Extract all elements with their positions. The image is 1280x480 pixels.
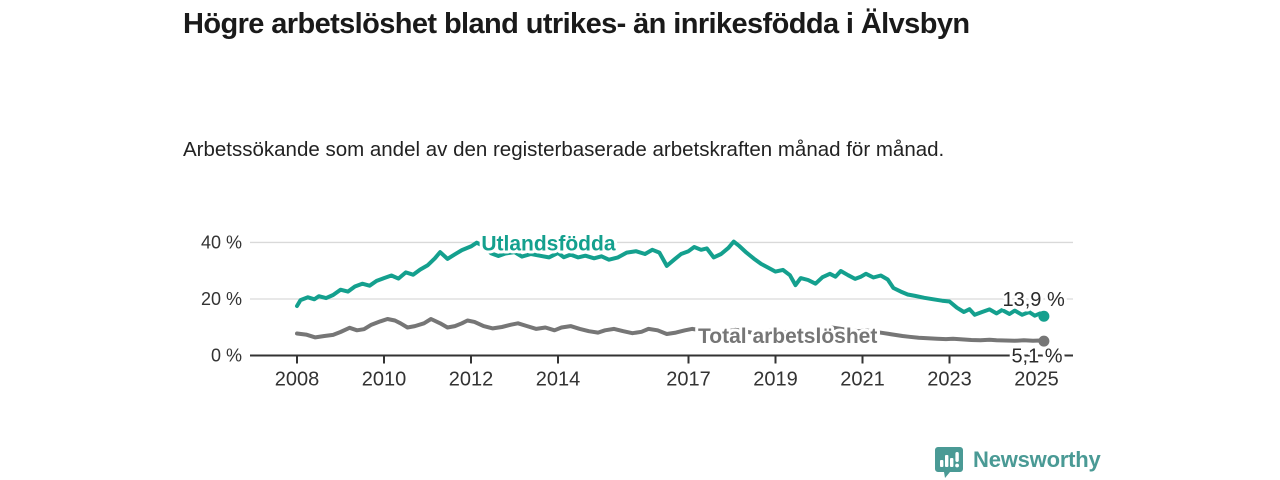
series-line-total bbox=[295, 317, 1046, 344]
x-tick-label: 2023 bbox=[927, 369, 972, 391]
x-tick-label: 2025 bbox=[1014, 369, 1059, 391]
newsworthy-logo: Newsworthy bbox=[934, 446, 1101, 480]
chart-subtitle: Arbetssökande som andel av den registerb… bbox=[183, 138, 945, 161]
x-tick-label: 2012 bbox=[449, 369, 494, 391]
end-value-label: 5,1 % bbox=[1011, 345, 1062, 367]
x-tick-label: 2017 bbox=[666, 369, 711, 391]
series-label: Total arbetslöshet bbox=[698, 325, 877, 348]
series-end-dot bbox=[1038, 335, 1050, 347]
series-line-utlandsfodda bbox=[295, 239, 1046, 319]
x-tick-label: 2014 bbox=[536, 369, 581, 391]
x-tick-label: 2008 bbox=[275, 369, 320, 391]
x-tick-label: 2021 bbox=[840, 369, 885, 391]
series-label: Utlandsfödda bbox=[481, 233, 615, 256]
y-tick-label: 20 % bbox=[201, 289, 242, 309]
newsworthy-logo-text: Newsworthy bbox=[973, 447, 1101, 472]
y-tick-label: 40 % bbox=[201, 232, 242, 252]
speech-bubble-bar-chart-icon bbox=[935, 447, 963, 478]
page-title: Högre arbetslöshet bland utrikes- än inr… bbox=[183, 8, 970, 40]
x-tick-label: 2010 bbox=[362, 369, 407, 391]
y-tick-label: 0 % bbox=[211, 346, 242, 366]
x-tick-label: 2019 bbox=[753, 369, 798, 391]
end-value-label: 13,9 % bbox=[1003, 289, 1065, 311]
series-end-dot bbox=[1038, 310, 1050, 322]
